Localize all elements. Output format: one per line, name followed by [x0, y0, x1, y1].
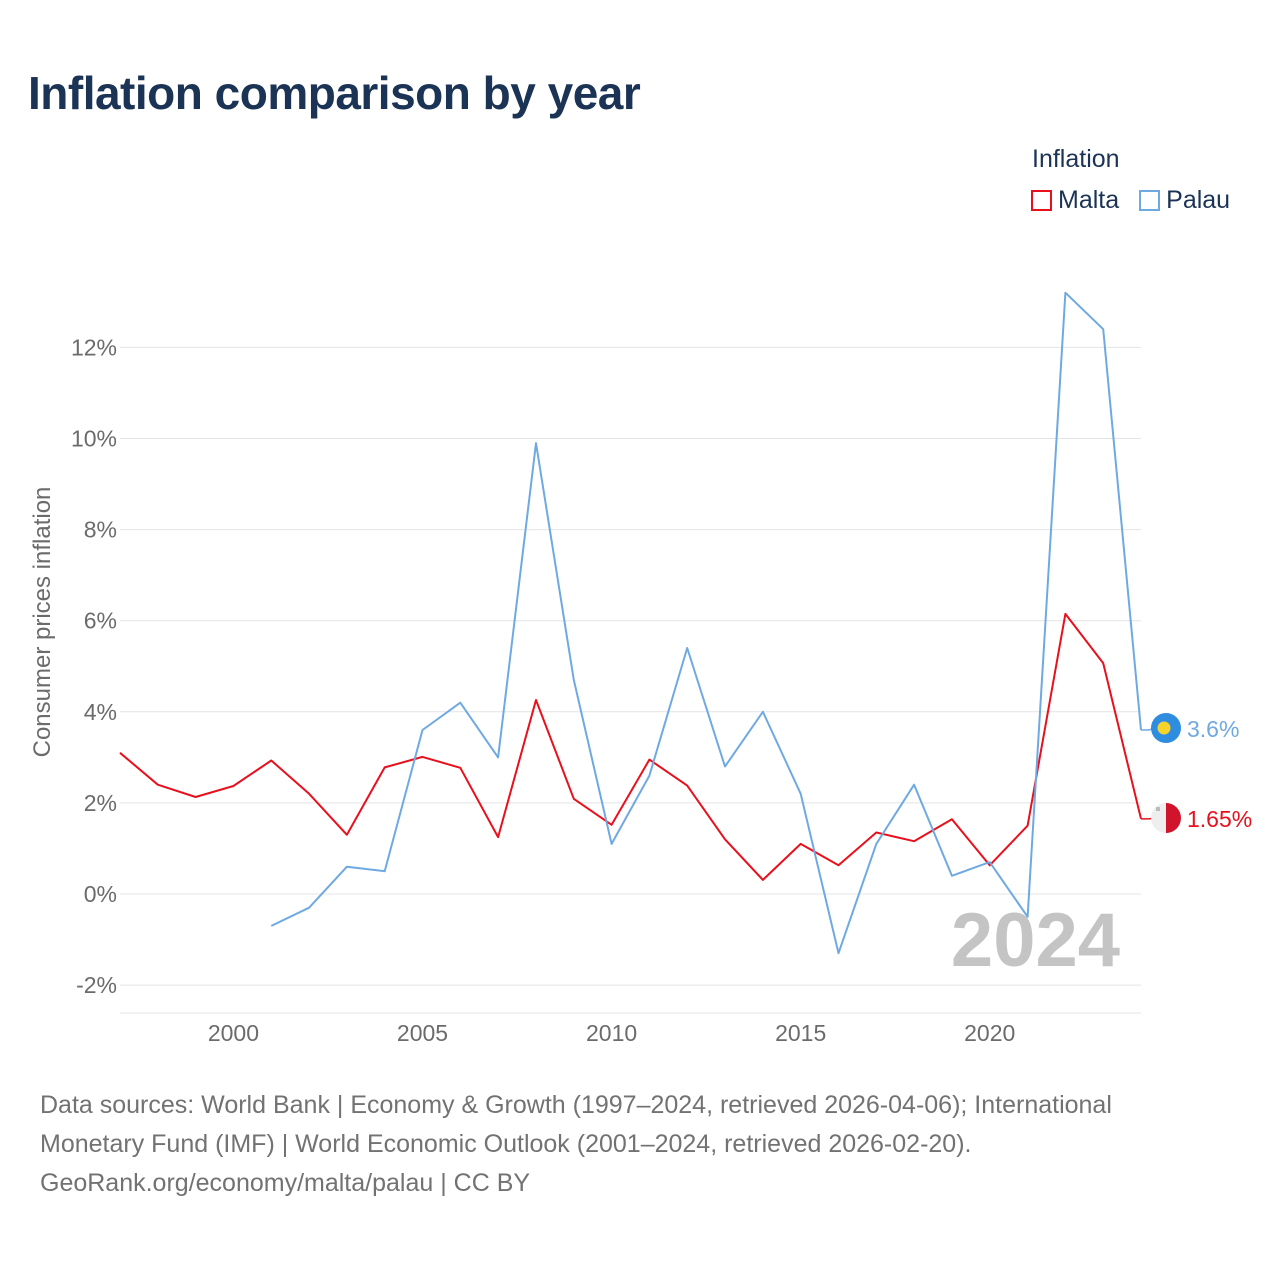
malta-flag-white-half	[1151, 803, 1166, 833]
legend-title: Inflation	[1032, 145, 1120, 173]
year-watermark: 2024	[951, 898, 1120, 983]
end-value-label-malta: 1.65%	[1187, 806, 1252, 832]
x-tick-label: 2010	[586, 1020, 637, 1046]
series-lines	[119, 291, 1142, 955]
legend-label-palau: Palau	[1166, 186, 1231, 214]
x-axis-ticks: 2000 2005 2010 2015 2020	[208, 1020, 1015, 1046]
y-tick-label: 2%	[84, 790, 117, 816]
legend-label-malta: Malta	[1058, 186, 1120, 214]
x-tick-label: 2005	[397, 1020, 448, 1046]
y-tick-label: -2%	[76, 972, 117, 998]
y-tick-label: 10%	[71, 426, 117, 452]
malta-flag-red-half	[1166, 803, 1181, 833]
sources-line-3: GeoRank.org/economy/malta/palau | CC BY	[40, 1169, 531, 1197]
y-tick-label: 8%	[84, 517, 117, 543]
legend-swatch-palau	[1139, 190, 1161, 211]
y-axis-label: Consumer prices inflation	[29, 487, 56, 758]
legend-item-malta[interactable]: Malta	[1031, 186, 1119, 215]
data-sources: Data sources: World Bank | Economy & Gro…	[40, 1086, 1220, 1203]
legend-item-palau[interactable]: Palau	[1139, 186, 1230, 215]
legend-swatch-malta	[1031, 190, 1052, 211]
gridlines	[120, 346, 1141, 1014]
x-tick-label: 2020	[964, 1020, 1015, 1046]
end-markers: 1.65% 3.6%	[1141, 713, 1252, 833]
malta-flag-cross	[1156, 807, 1160, 811]
sources-line-2: Monetary Fund (IMF) | World Economic Out…	[40, 1130, 972, 1158]
x-tick-label: 2000	[208, 1020, 259, 1046]
sources-line-1: Data sources: World Bank | Economy & Gro…	[40, 1091, 1112, 1119]
y-tick-label: 6%	[84, 608, 117, 634]
y-axis-ticks: -2% 0% 2% 4% 6% 8% 10% 12%	[71, 334, 117, 998]
x-tick-label: 2015	[775, 1020, 826, 1046]
y-tick-label: 4%	[84, 699, 117, 725]
y-tick-label: 12%	[71, 334, 117, 360]
line-chart: -2% 0% 2% 4% 6% 8% 10% 12% 2000 2005 2010 2015 2020…	[29, 291, 1252, 1046]
y-tick-label: 0%	[84, 881, 117, 907]
series-line-malta	[119, 612, 1142, 881]
series-line-palau	[270, 291, 1142, 955]
palau-flag-moon	[1157, 721, 1171, 735]
legend: Malta Palau	[1031, 186, 1230, 215]
malta-flag-icon	[1151, 803, 1181, 833]
chart-title: Inflation comparison by year	[28, 67, 641, 119]
end-value-label-palau: 3.6%	[1187, 716, 1239, 742]
